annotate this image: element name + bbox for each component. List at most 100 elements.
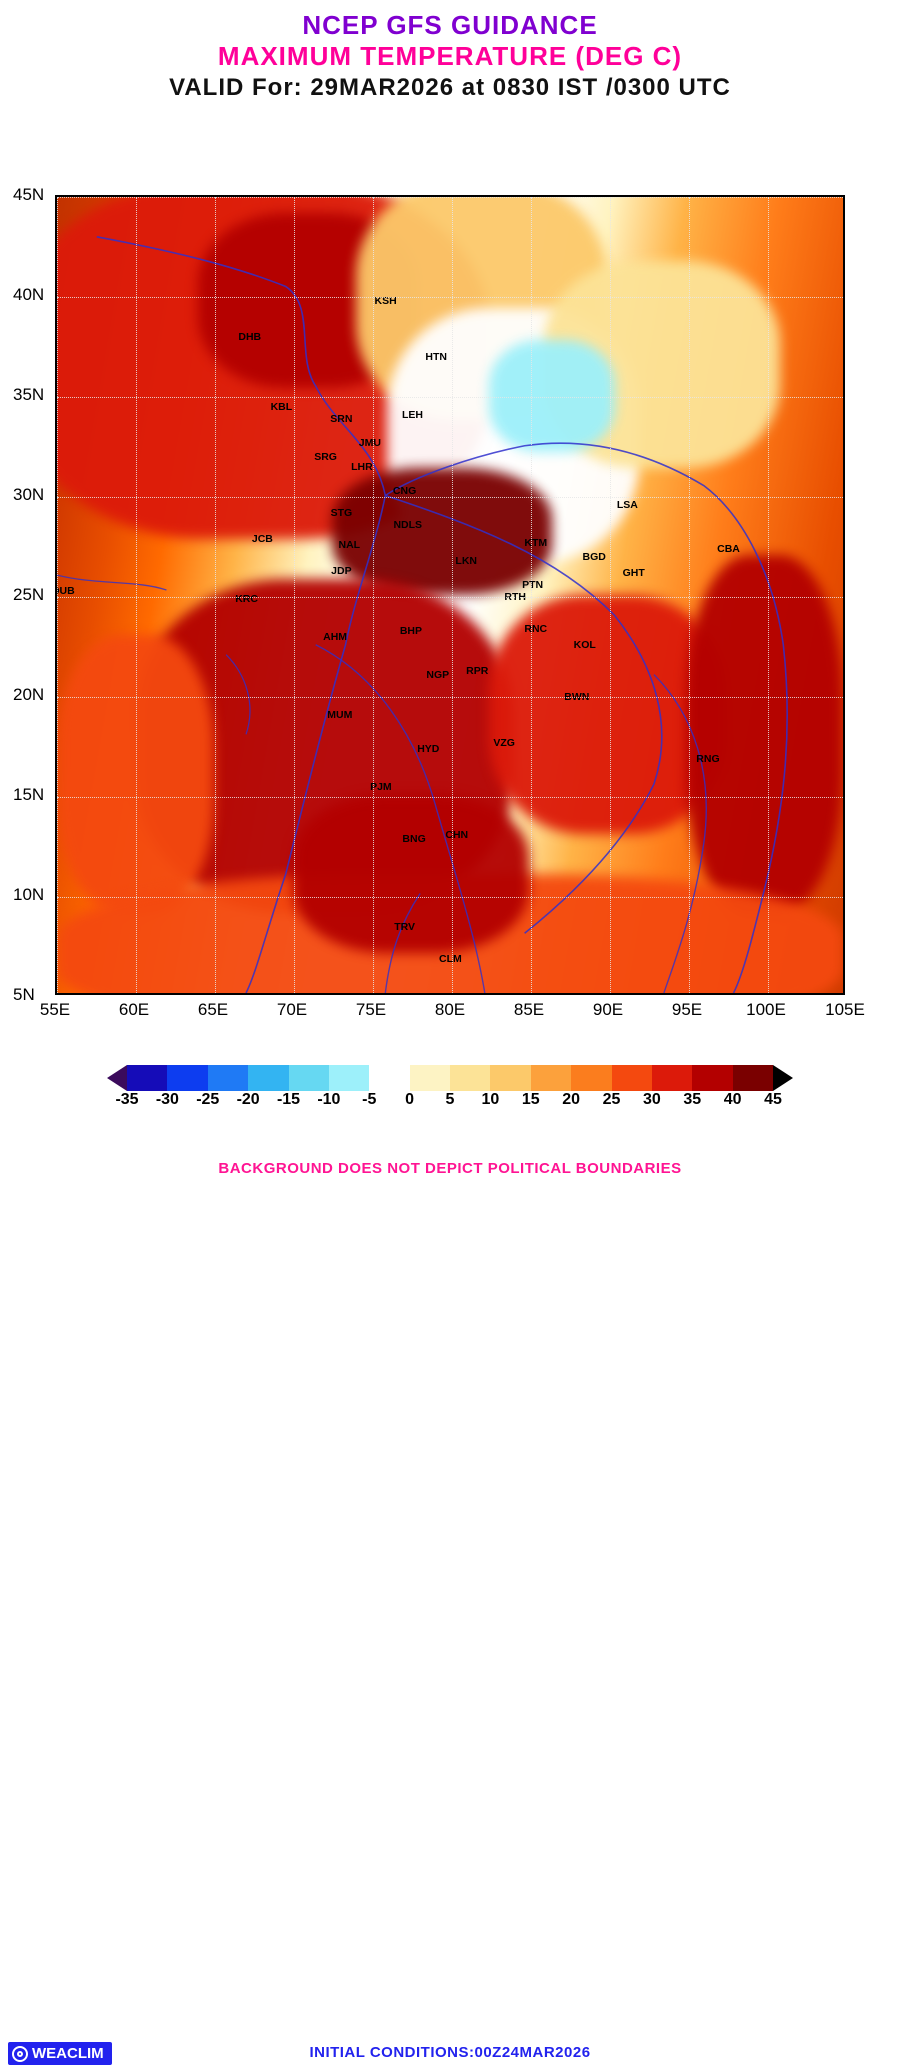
x-axis-tick-75E[interactable]: 75E: [356, 1000, 386, 1020]
gridline-horizontal: [57, 897, 843, 898]
colorbar-tick--20: -20: [237, 1091, 260, 1109]
y-axis-tick-10N[interactable]: 10N: [13, 885, 44, 905]
colorbar-arrow-left: [107, 1065, 127, 1091]
x-axis-tick-85E[interactable]: 85E: [514, 1000, 544, 1020]
colorbar-tick-30: 30: [643, 1091, 661, 1109]
x-axis-tick-100E[interactable]: 100E: [746, 1000, 786, 1020]
y-axis-tick-30N[interactable]: 30N: [13, 485, 44, 505]
colorbar-segment-1[interactable]: [167, 1065, 207, 1091]
city-label-bng: BNG: [402, 833, 425, 845]
city-label-ahm: AHM: [323, 631, 347, 643]
colorbar-segment-11[interactable]: [571, 1065, 611, 1091]
colorbar-tick-5: 5: [446, 1091, 455, 1109]
y-axis-tick-45N[interactable]: 45N: [13, 185, 44, 205]
city-label-ngp: NGP: [426, 669, 449, 681]
weaclim-label: WEACLIM: [32, 2045, 104, 2062]
y-axis-tick-40N[interactable]: 40N: [13, 285, 44, 305]
city-label-jcb: JCB: [252, 533, 273, 545]
gridline-vertical: [136, 197, 137, 993]
x-axis-tick-80E[interactable]: 80E: [435, 1000, 465, 1020]
colorbar-segment-3[interactable]: [248, 1065, 288, 1091]
gridline-horizontal: [57, 697, 843, 698]
x-axis-tick-55E[interactable]: 55E: [40, 1000, 70, 1020]
gridline-vertical: [294, 197, 295, 993]
y-axis-tick-20N[interactable]: 20N: [13, 685, 44, 705]
city-label-rng: RNG: [696, 753, 719, 765]
city-label-lsa: LSA: [617, 499, 638, 511]
colorbar-arrow-right: [773, 1065, 793, 1091]
y-axis-tick-15N[interactable]: 15N: [13, 785, 44, 805]
country-boundaries: [57, 197, 843, 993]
city-label-ndls: NDLS: [393, 519, 422, 531]
weaclim-icon: [12, 2046, 28, 2062]
city-label-clm: CLM: [439, 953, 462, 965]
colorbar-tick-10: 10: [481, 1091, 499, 1109]
gridline-vertical: [57, 197, 58, 993]
city-label-rnc: RNC: [524, 623, 547, 635]
colorbar-tick-15: 15: [522, 1091, 540, 1109]
city-label-leh: LEH: [402, 409, 423, 421]
colorbar-tick-35: 35: [683, 1091, 701, 1109]
colorbar-segment-5[interactable]: [329, 1065, 369, 1091]
city-label-trv: TRV: [394, 921, 415, 933]
weaclim-logo[interactable]: WEACLIM: [8, 2042, 112, 2065]
colorbar-container[interactable]: -35 -30 -25 -20 -15 -10 -5 0 5 10 15 20 25 30 35 40 45: [107, 1065, 793, 1113]
city-label-kol: KOL: [574, 639, 596, 651]
city-label-lkn: LKN: [455, 555, 477, 567]
city-label-ktm: KTM: [524, 537, 547, 549]
temperature-heatmap[interactable]: DHB KSH HTN KBL SRN LEH JMU SRG LHR CNG STG JCB NAL N…: [55, 195, 845, 995]
colorbar-tick--5: -5: [362, 1091, 376, 1109]
x-axis-tick-65E[interactable]: 65E: [198, 1000, 228, 1020]
colorbar-tick--30: -30: [156, 1091, 179, 1109]
colorbar-segment-9[interactable]: [490, 1065, 530, 1091]
x-axis-tick-105E[interactable]: 105E: [825, 1000, 865, 1020]
colorbar-tick-20: 20: [562, 1091, 580, 1109]
y-axis-tick-25N[interactable]: 25N: [13, 585, 44, 605]
colorbar-tick--35: -35: [115, 1091, 138, 1109]
map-container[interactable]: DHB KSH HTN KBL SRN LEH JMU SRG LHR CNG STG JCB NAL N…: [55, 195, 845, 995]
city-label-mum: MUM: [327, 709, 352, 721]
city-label-hyd: HYD: [417, 743, 439, 755]
city-label-chn: CHN: [445, 829, 468, 841]
city-label-dhb: DHB: [238, 331, 261, 343]
city-label-srg: SRG: [314, 451, 337, 463]
colorbar-segment-12[interactable]: [612, 1065, 652, 1091]
x-axis-tick-95E[interactable]: 95E: [672, 1000, 702, 1020]
title-line2: MAXIMUM TEMPERATURE (DEG C): [0, 41, 900, 72]
city-label-krc: KRC: [235, 593, 258, 605]
colorbar-tick-0: 0: [405, 1091, 414, 1109]
city-label-vzg: VZG: [493, 737, 515, 749]
colorbar-segment-2[interactable]: [208, 1065, 248, 1091]
city-label-lhr: LHR: [351, 461, 373, 473]
city-label-cng: CNG: [393, 485, 416, 497]
colorbar-segment-7[interactable]: [410, 1065, 450, 1091]
colorbar-segment-0[interactable]: [127, 1065, 167, 1091]
y-axis-tick-35N[interactable]: 35N: [13, 385, 44, 405]
footer-note: BACKGROUND DOES NOT DEPICT POLITICAL BOU…: [0, 1160, 900, 1177]
colorbar-segment-13[interactable]: [652, 1065, 692, 1091]
title-block: NCEP GFS GUIDANCE MAXIMUM TEMPERATURE (D…: [0, 0, 900, 102]
y-axis-tick-5N[interactable]: 5N: [13, 985, 35, 1005]
colorbar-tick-45: 45: [764, 1091, 782, 1109]
gridline-vertical: [610, 197, 611, 993]
gridline-vertical: [531, 197, 532, 993]
city-label-ptn: PTN: [522, 579, 543, 591]
city-label-nal: NAL: [339, 539, 361, 551]
city-label-srn: SRN: [330, 413, 352, 425]
colorbar-segment-14[interactable]: [692, 1065, 732, 1091]
colorbar-ticks: -35 -30 -25 -20 -15 -10 -5 0 5 10 15 20 25 30 35 40 45: [107, 1091, 793, 1113]
gridline-horizontal: [57, 397, 843, 398]
colorbar-segment-4[interactable]: [289, 1065, 329, 1091]
colorbar-strip[interactable]: [107, 1065, 793, 1091]
x-axis-tick-90E[interactable]: 90E: [593, 1000, 623, 1020]
colorbar-segment-15[interactable]: [733, 1065, 773, 1091]
city-label-jdp: JDP: [331, 565, 351, 577]
gridline-horizontal: [57, 197, 843, 198]
x-axis-tick-60E[interactable]: 60E: [119, 1000, 149, 1020]
colorbar-segment-6[interactable]: [369, 1065, 409, 1091]
city-label-jmu: JMU: [359, 437, 381, 449]
gridline-horizontal: [57, 597, 843, 598]
x-axis-tick-70E[interactable]: 70E: [277, 1000, 307, 1020]
colorbar-segment-8[interactable]: [450, 1065, 490, 1091]
colorbar-segment-10[interactable]: [531, 1065, 571, 1091]
